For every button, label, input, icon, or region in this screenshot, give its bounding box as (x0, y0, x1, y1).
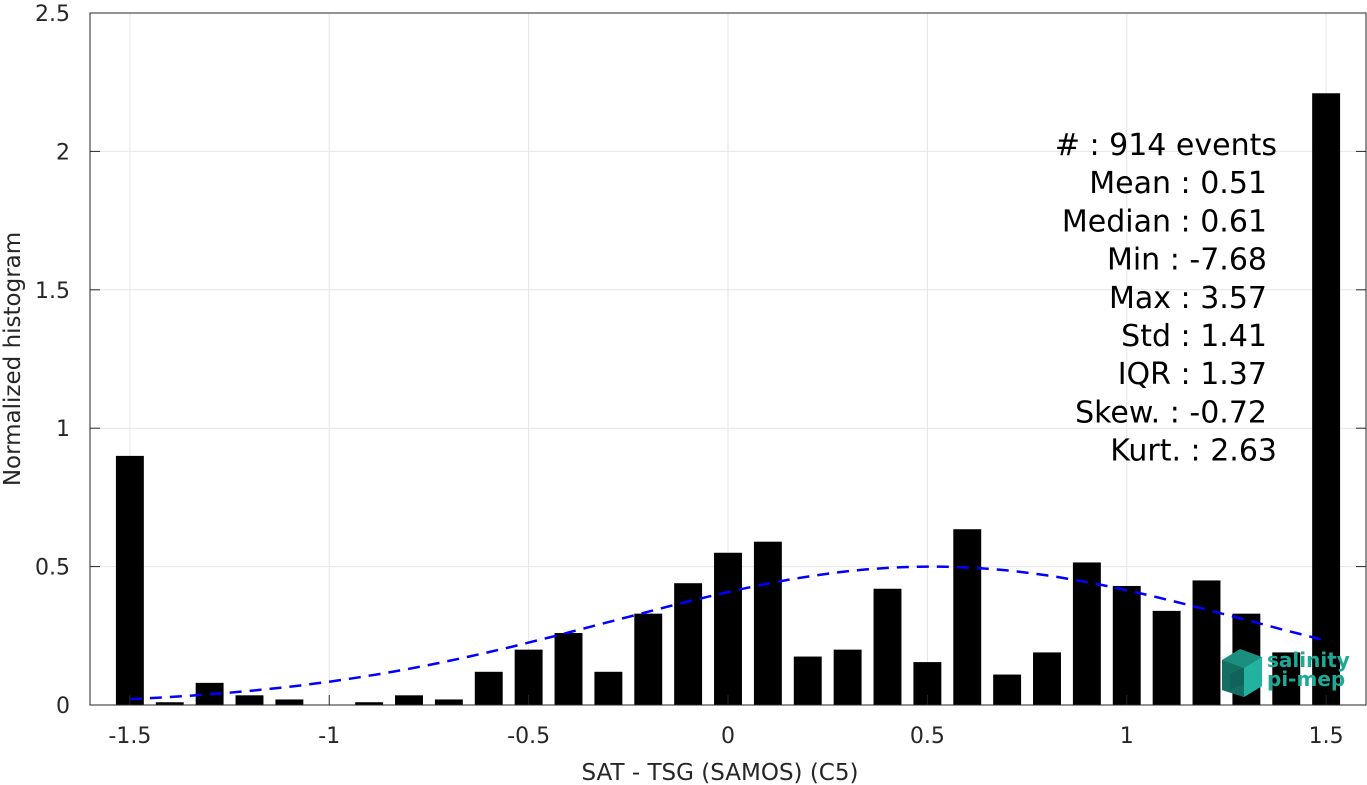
histogram-bar (554, 633, 583, 705)
histogram-bar (674, 583, 703, 705)
x-axis-label: SAT - TSG (SAMOS) (C5) (582, 760, 859, 785)
y-tick-label: 2.5 (35, 2, 70, 27)
histogram-bar (1033, 652, 1061, 705)
x-tick-label: 1 (1120, 724, 1134, 749)
histogram-bar (1112, 585, 1141, 705)
histogram-bar (434, 699, 463, 705)
x-tick-label: 0.5 (910, 724, 945, 749)
histogram-bar (1072, 562, 1101, 705)
histogram-bar (235, 695, 264, 705)
histogram-bar (714, 552, 742, 705)
histogram-bar (873, 588, 902, 705)
histogram-bar (1152, 610, 1181, 705)
stat-line: Max : 3.57 (1109, 281, 1267, 316)
logo-line-2: pi-mep (1267, 667, 1345, 691)
histogram-bar (793, 656, 822, 705)
stat-line: Skew. : -0.72 (1075, 395, 1267, 430)
histogram-bar (275, 699, 304, 705)
y-tick-label: 0.5 (35, 556, 70, 581)
histogram-bar (195, 682, 224, 705)
histogram-bar (594, 671, 623, 705)
histogram-bar (953, 529, 982, 705)
y-tick-label: 1 (56, 417, 70, 442)
histogram-bars (115, 93, 1341, 706)
histogram-bar (1192, 580, 1221, 705)
histogram-bar (474, 671, 503, 705)
y-axis-label: Normalized histogram (0, 232, 26, 486)
axis-ticks (90, 12, 1366, 706)
y-tick-labels: 0 0.5 1 1.5 2 2.5 (35, 2, 70, 719)
cube-icon (1222, 649, 1262, 697)
stat-line: Min : -7.68 (1107, 243, 1267, 278)
histogram-bar (993, 674, 1022, 705)
normal-fit-curve (129, 565, 1327, 701)
stat-line: IQR : 1.37 (1118, 357, 1267, 392)
y-tick-label: 0 (56, 694, 70, 719)
logo-line-1: salinity (1267, 648, 1350, 672)
stat-line: Mean : 0.51 (1089, 166, 1267, 201)
histogram-bar (155, 702, 184, 705)
histogram-bar (833, 649, 862, 705)
stat-line: Median : 0.61 (1062, 204, 1267, 239)
histogram-bar (634, 613, 663, 705)
histogram-bar (1312, 93, 1341, 706)
stat-line: # : 914 events (1055, 128, 1277, 163)
x-tick-label: -1 (318, 724, 340, 749)
x-tick-label: -1.5 (108, 724, 151, 749)
salinity-pi-mep-logo: salinity pi-mep (1222, 648, 1350, 697)
histogram-bar (355, 702, 384, 705)
y-tick-label: 2 (56, 140, 70, 165)
histogram-bar (753, 541, 782, 705)
stat-line: Std : 1.41 (1121, 319, 1267, 354)
histogram-bar (115, 455, 144, 705)
x-tick-label: -0.5 (507, 724, 550, 749)
histogram-bar (395, 695, 423, 705)
x-tick-label: 0 (721, 724, 735, 749)
histogram-bar (1272, 652, 1301, 705)
y-tick-label: 1.5 (35, 279, 70, 304)
x-tick-labels: -1.5 -1 -0.5 0 0.5 1 1.5 (108, 724, 1343, 749)
stat-line: Kurt. : 2.63 (1110, 434, 1277, 469)
x-tick-label: 1.5 (1309, 724, 1344, 749)
